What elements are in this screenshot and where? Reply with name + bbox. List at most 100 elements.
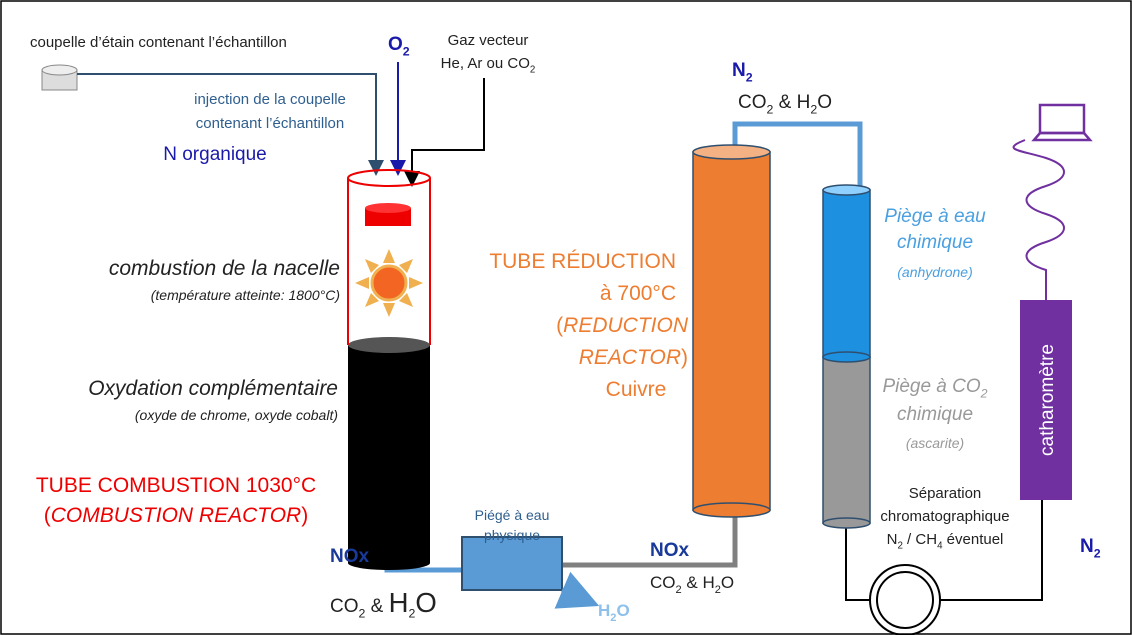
text-run: Cuivre xyxy=(606,378,667,401)
reduction-5: Cuivre xyxy=(606,378,667,401)
text-run: O xyxy=(616,601,629,620)
text-run: à 700°C xyxy=(600,282,676,305)
text-run: N xyxy=(887,531,898,548)
reduction-2: à 700°C xyxy=(600,282,676,305)
text-run: Oxydation complémentaire xyxy=(88,377,338,400)
text-run: 2 xyxy=(676,584,682,596)
separation-2: chromatographique xyxy=(880,508,1009,525)
carrier-1: Gaz vecteur xyxy=(448,32,529,49)
h2o-arrow xyxy=(554,571,600,609)
reduction-tube xyxy=(692,144,771,518)
text-run: 2 xyxy=(610,612,616,624)
n2-right: N2 xyxy=(1080,536,1101,561)
nox-2: NOx xyxy=(650,540,690,561)
column xyxy=(869,564,941,635)
text-run: ) xyxy=(301,504,308,527)
combustion-1: TUBE COMBUSTION 1030°C xyxy=(36,474,316,497)
text-run: 4 xyxy=(937,541,943,552)
text-run: 2 xyxy=(409,607,416,621)
physical-trap-2: physique xyxy=(484,527,540,543)
text-run: 2 xyxy=(897,541,902,552)
text-run: catharomètre xyxy=(1037,344,1058,456)
text-run: 2 xyxy=(980,387,988,401)
cable xyxy=(1012,139,1065,300)
text-run: 2 xyxy=(1094,547,1101,561)
text-run: H xyxy=(598,601,610,620)
chemical-traps xyxy=(822,184,871,529)
inlet-lines xyxy=(77,62,485,187)
text-run: NOx xyxy=(650,540,690,561)
gas-1: CO2 & H2O xyxy=(330,587,437,621)
text-run: chimique xyxy=(897,232,973,253)
text-run: chimique xyxy=(897,404,973,425)
text-run: & H xyxy=(773,92,810,113)
text-run: CO xyxy=(738,92,767,113)
text-run: O xyxy=(415,587,436,618)
carrier-2: He, Ar ou CO2 xyxy=(441,55,536,76)
water-trap-1: Piège à eau xyxy=(884,206,986,227)
text-run: & xyxy=(365,596,388,617)
text-run: ) xyxy=(681,346,688,369)
physical-trap-1: Piégé à eau xyxy=(475,507,550,523)
combustion-tube xyxy=(347,169,431,570)
co2-trap-2: chimique xyxy=(897,404,973,425)
water-trap-2: chimique xyxy=(897,232,973,253)
text-run: Piège à CO xyxy=(882,376,980,397)
catharometer: catharomètre xyxy=(1037,344,1058,456)
text-run: REDUCTION xyxy=(563,314,689,337)
text-run: 2 xyxy=(403,45,410,59)
text-run: NOx xyxy=(330,546,370,567)
text-run: TUBE COMBUSTION 1030°C xyxy=(36,474,316,497)
text-run: He, Ar ou CO xyxy=(441,55,530,72)
text-run: Piégé à eau xyxy=(475,507,550,523)
h2o-out: H2O xyxy=(598,601,630,624)
injection-1: injection de la coupelle xyxy=(194,91,346,108)
text-run: TUBE RÉDUCTION xyxy=(489,250,676,273)
text-run: injection de la coupelle xyxy=(194,91,346,108)
gas-3: CO2 & H2O xyxy=(738,92,832,117)
text-run: ( xyxy=(44,504,51,527)
text-run: 2 xyxy=(530,65,535,76)
combustion-2: (COMBUSTION REACTOR) xyxy=(44,504,308,527)
sample-cup xyxy=(41,64,78,91)
text-run: & H xyxy=(682,573,715,592)
water-trap-3: (anhydrone) xyxy=(897,264,973,280)
text-run: O xyxy=(817,92,832,113)
text-run: / CH xyxy=(903,531,937,548)
nox-1: NOx xyxy=(330,546,370,567)
text-run: 2 xyxy=(715,584,721,596)
text-run: Séparation xyxy=(909,485,982,502)
o2: O2 xyxy=(388,34,410,59)
text-run: 2 xyxy=(746,71,753,85)
computer xyxy=(1031,103,1093,142)
injection-2: contenant l’échantillon xyxy=(196,115,344,132)
separation-1: Séparation xyxy=(909,485,982,502)
text-run: (ascarite) xyxy=(906,435,964,451)
text-run: combustion de la nacelle xyxy=(109,257,340,280)
text-run: 2 xyxy=(359,607,366,621)
reduction-4: REACTOR) xyxy=(579,346,688,369)
text-run: contenant l’échantillon xyxy=(196,115,344,132)
physical-trap xyxy=(461,536,563,591)
text-run: N xyxy=(1080,536,1094,557)
text-run: 2 xyxy=(767,103,774,117)
text-run: COMBUSTION REACTOR xyxy=(51,504,301,527)
reduction-3: (REDUCTION xyxy=(556,314,689,337)
text-run: Gaz vecteur xyxy=(448,32,529,49)
text-run: REACTOR xyxy=(579,346,681,369)
text-run: Piège à eau xyxy=(884,206,986,227)
text-run: (température atteinte: 1800°C) xyxy=(151,287,340,303)
oxidation-1: Oxydation complémentaire xyxy=(88,377,338,400)
catharometer-box xyxy=(1020,300,1072,500)
sample-cup: coupelle d’étain contenant l’échantillon xyxy=(30,34,287,51)
column-line xyxy=(845,500,1043,601)
text-run: coupelle d’étain contenant l’échantillon xyxy=(30,34,287,51)
reduction-1: TUBE RÉDUCTION xyxy=(489,250,676,273)
co2-trap-3: (ascarite) xyxy=(906,435,964,451)
n2-top: N2 xyxy=(732,60,753,85)
co2-trap-1: Piège à CO2 xyxy=(882,376,987,401)
text-run: ( xyxy=(556,314,563,337)
text-run: éventuel xyxy=(943,531,1004,548)
